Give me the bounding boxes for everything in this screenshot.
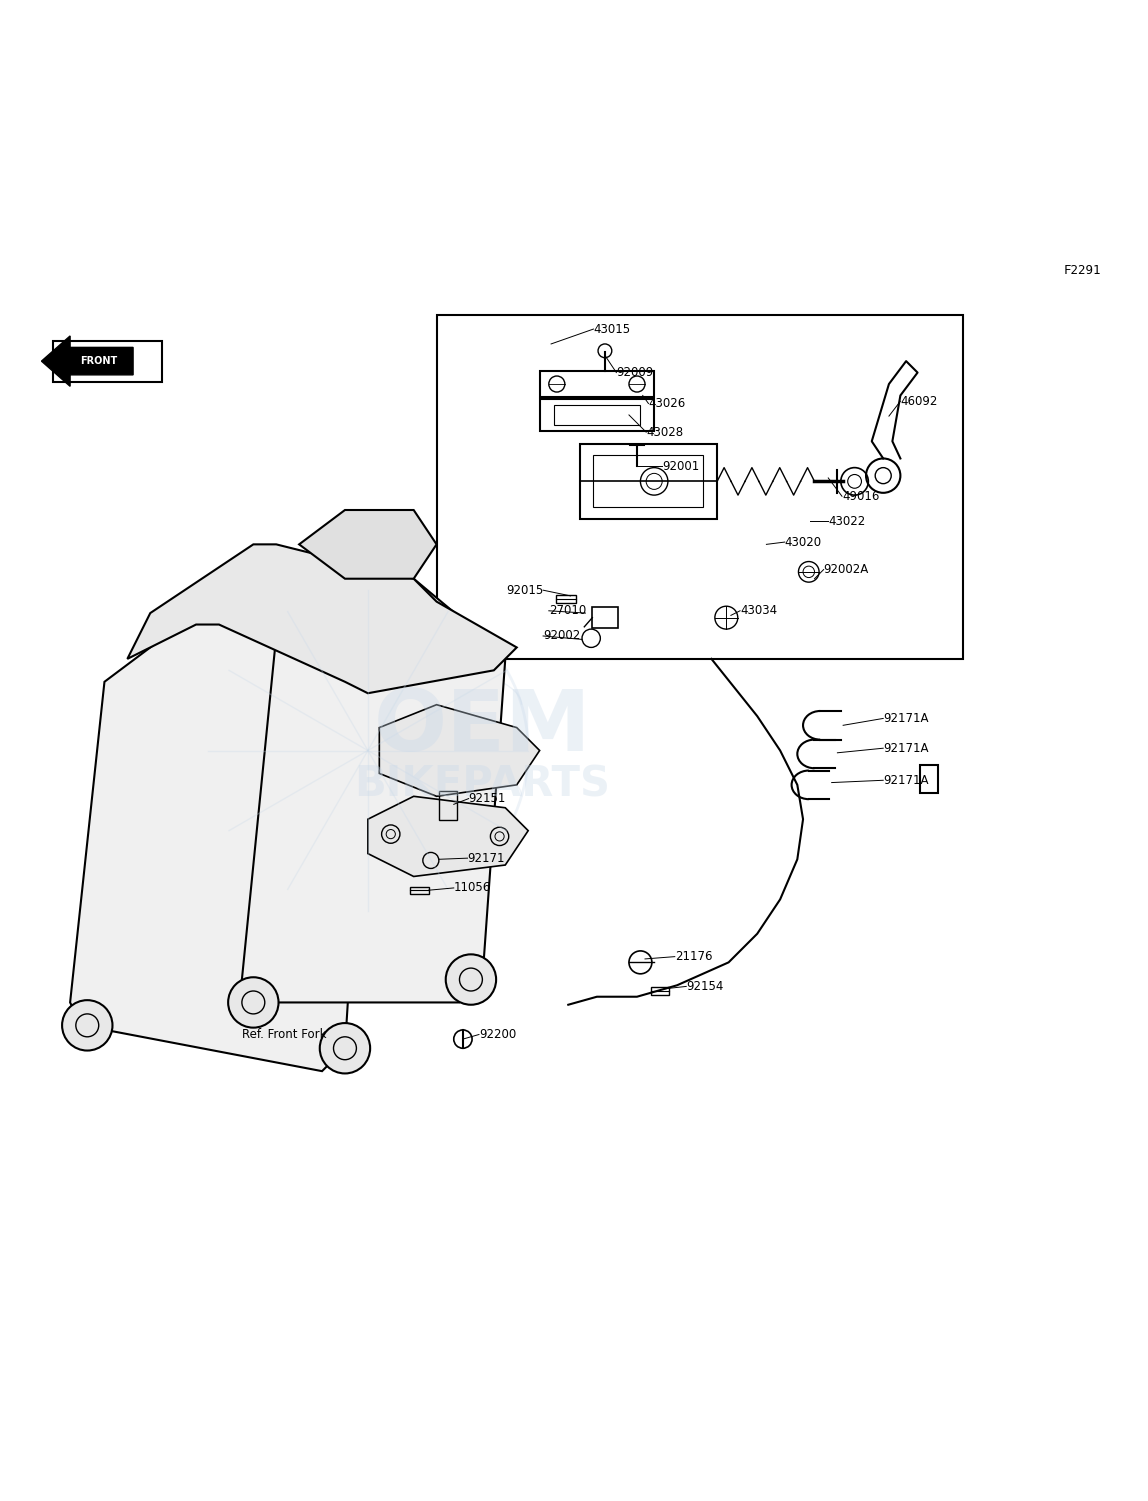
Text: 92002A: 92002A	[823, 563, 869, 576]
Text: 49016: 49016	[841, 489, 879, 503]
Text: 92151: 92151	[468, 793, 506, 805]
Polygon shape	[367, 797, 528, 877]
Text: 43020: 43020	[785, 536, 822, 548]
Text: 92154: 92154	[687, 980, 723, 994]
Text: OEM: OEM	[373, 686, 591, 769]
Circle shape	[320, 1024, 370, 1073]
Text: 92015: 92015	[506, 584, 543, 597]
Bar	[436, 315, 963, 659]
Bar	[594, 455, 704, 507]
Circle shape	[62, 1000, 113, 1051]
Bar	[540, 399, 654, 431]
Polygon shape	[379, 704, 540, 797]
Text: 43034: 43034	[740, 605, 777, 617]
Text: 92200: 92200	[479, 1028, 517, 1042]
Text: 92002: 92002	[543, 629, 581, 642]
Text: Ref. Front Fork: Ref. Front Fork	[242, 1028, 326, 1042]
Circle shape	[228, 977, 279, 1028]
Text: 92171: 92171	[467, 851, 505, 865]
Bar	[439, 791, 457, 820]
Bar	[410, 887, 428, 895]
Bar	[556, 596, 576, 603]
Bar	[580, 444, 718, 518]
Text: 11056: 11056	[453, 881, 491, 895]
Text: BIKEPARTS: BIKEPARTS	[355, 764, 611, 806]
Text: 92171A: 92171A	[883, 775, 929, 787]
Text: 92001: 92001	[662, 459, 699, 473]
Text: 21176: 21176	[675, 950, 712, 964]
Bar	[651, 988, 669, 995]
Text: F2291: F2291	[1063, 264, 1101, 276]
Text: FRONT: FRONT	[80, 356, 117, 366]
Circle shape	[445, 955, 496, 1004]
Text: 92171A: 92171A	[883, 741, 929, 755]
Bar	[540, 371, 654, 396]
Text: 43015: 43015	[594, 323, 630, 336]
Text: 43022: 43022	[828, 515, 866, 528]
Bar	[554, 405, 639, 425]
Polygon shape	[300, 510, 436, 579]
Polygon shape	[70, 612, 367, 1072]
Text: 46092: 46092	[900, 395, 938, 408]
Text: 43026: 43026	[649, 396, 685, 410]
Bar	[592, 608, 618, 627]
Polygon shape	[41, 336, 133, 386]
Text: 92009: 92009	[616, 366, 653, 380]
Polygon shape	[127, 545, 517, 693]
Text: 43028: 43028	[646, 426, 683, 438]
Polygon shape	[242, 579, 505, 1003]
Text: 27010: 27010	[549, 605, 587, 617]
Bar	[53, 341, 162, 381]
Bar	[921, 766, 938, 794]
Text: 92171A: 92171A	[883, 711, 929, 725]
